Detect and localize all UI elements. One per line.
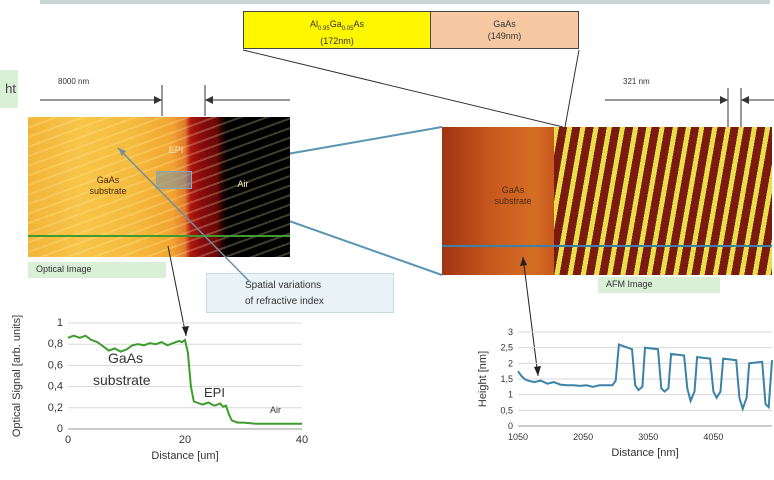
algaas-formula: Al0.95Ga0.05As <box>310 19 364 32</box>
top-divider <box>40 0 770 4</box>
y-tick-label: 0,8 <box>48 338 63 350</box>
callout-line1: Spatial variations <box>245 280 322 291</box>
optical-epi-label: EPI <box>168 145 184 155</box>
afm-height-chart: 0 0,5 1 1,5 2 2,5 3 1050 2050 3050 4050 Distance [n… <box>477 327 773 459</box>
y-tick-label: 1,5 <box>500 374 513 384</box>
afm-arrowhead-down <box>534 366 541 376</box>
afm-image: GaAs substrate <box>442 127 772 275</box>
y-tick-label: 0 <box>508 421 513 431</box>
afm-substrate-label: GaAs substrate <box>494 185 532 206</box>
y-tick-label: 0,6 <box>48 359 63 371</box>
afm-arrowhead-left <box>720 96 728 104</box>
callout-arrowhead <box>118 148 126 156</box>
callout-line2: of refractive index <box>245 296 324 307</box>
annotation-gaas: GaAs <box>108 350 143 366</box>
annotation-air: Air <box>270 405 281 415</box>
optical-arrowhead-left <box>154 96 162 104</box>
optical-chart-arrowhead <box>182 326 189 336</box>
x-tick-label: 2050 <box>573 432 593 442</box>
y-tick-label: 1 <box>508 390 513 400</box>
optical-to-chart-arrow <box>167 245 187 337</box>
optical-dimension-label: 8000 nm <box>58 77 90 86</box>
x-tick-label: 3050 <box>638 432 658 442</box>
y-tick-label: 3 <box>508 327 513 337</box>
afm-dimension-label: 321 nm <box>623 77 650 86</box>
algaas-layer-box: Al0.95Ga0.05As (172nm) <box>243 11 431 49</box>
x-axis-label: Distance [nm] <box>611 447 678 459</box>
gaas-layer-box: GaAs (149nm) <box>430 11 579 49</box>
y-tick-label: 1 <box>57 317 63 329</box>
zoom-line-right <box>564 49 580 128</box>
optical-arrowhead-right <box>205 96 213 104</box>
annotation-substrate: substrate <box>93 372 151 388</box>
zoom-line-left <box>242 49 564 128</box>
algaas-thickness: (172nm) <box>320 35 354 46</box>
side-badge: ht <box>0 70 18 108</box>
x-tick-label: 1050 <box>508 432 528 442</box>
afm-caption: AFM Image <box>598 277 720 293</box>
y-tick-label: 0 <box>57 423 63 435</box>
afm-stripes <box>554 127 772 275</box>
y-axis-label: Optical Signal [arb. units] <box>11 315 23 437</box>
data-series-line <box>517 343 773 413</box>
x-tick-label: 4050 <box>703 432 723 442</box>
optical-image: GaAs substrate EPI Air <box>28 117 290 257</box>
x-tick-label: 40 <box>296 434 308 446</box>
x-tick-label: 20 <box>179 434 191 446</box>
optical-caption: Optical Image <box>28 262 166 278</box>
optical-scan-line <box>28 235 290 237</box>
optical-roi-box <box>156 171 192 189</box>
afm-arrowhead-right <box>741 96 749 104</box>
callout-pointer <box>117 147 251 283</box>
afm-arrowhead-up <box>520 257 527 266</box>
y-axis-label: Height [nm] <box>477 351 489 407</box>
y-tick-label: 0,2 <box>48 402 63 414</box>
x-tick-label: 0 <box>65 434 71 446</box>
y-tick-label: 2 <box>508 358 513 368</box>
y-tick-label: 0,4 <box>48 381 63 393</box>
afm-scan-line <box>442 245 772 247</box>
optical-air-label: Air <box>237 179 249 189</box>
y-tick-label: 2,5 <box>500 343 513 353</box>
data-series-line <box>67 334 302 425</box>
x-axis-label: Distance [um] <box>151 450 218 462</box>
gaas-layer-thickness: (149nm) <box>487 31 522 41</box>
y-tick-label: 0,5 <box>500 405 513 415</box>
optical-substrate-label: GaAs substrate <box>89 175 127 196</box>
optical-signal-chart: 0 0,2 0,4 0,6 0,8 1 0 20 40 Distance [um] Optical … <box>11 315 308 462</box>
refractive-index-callout: Spatial variations of refractive index <box>206 273 394 313</box>
gaas-layer-name: GaAs <box>493 19 516 29</box>
afm-to-chart-arrow <box>522 256 539 377</box>
annotation-epi: EPI <box>204 385 225 400</box>
